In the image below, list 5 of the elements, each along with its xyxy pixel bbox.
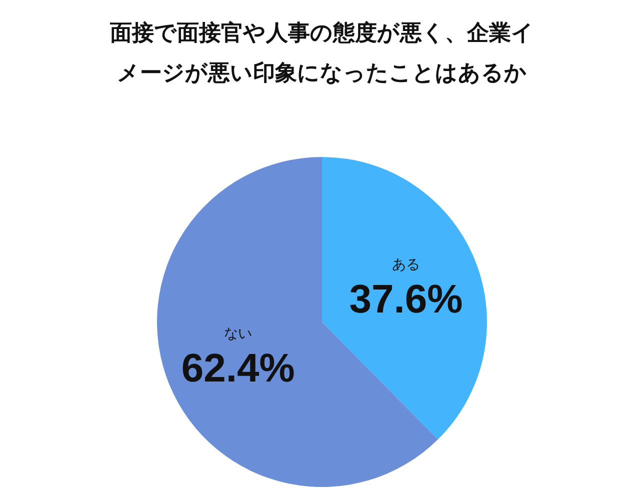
slice-label: ある	[392, 257, 420, 274]
data-label: 37.6%	[349, 278, 463, 322]
slice-label: ない	[224, 326, 252, 342]
chart-title: 面接で面接官や人事の態度が悪く、企業イメージが悪い印象になったことはあるか	[109, 20, 535, 88]
data-label: 62.4%	[181, 346, 295, 390]
